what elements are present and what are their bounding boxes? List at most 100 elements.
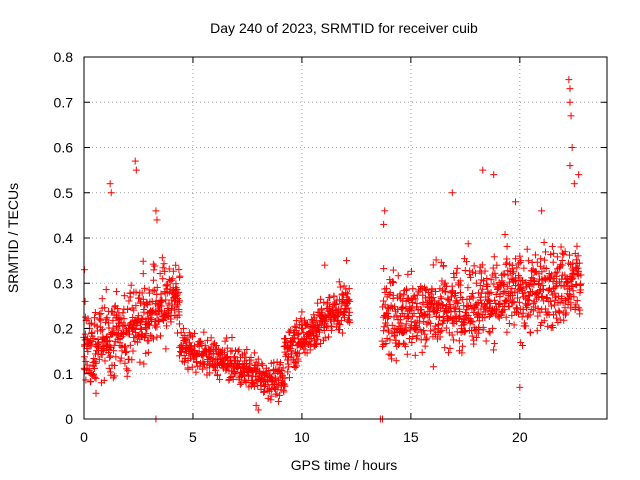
data-point — [235, 346, 243, 354]
data-point — [345, 285, 353, 293]
data-point — [104, 319, 112, 327]
data-point — [426, 319, 434, 327]
data-point — [103, 314, 111, 322]
data-point — [393, 312, 401, 320]
data-point — [493, 261, 501, 269]
data-point — [227, 359, 235, 367]
data-point — [509, 269, 517, 277]
data-point — [455, 337, 463, 345]
data-point — [149, 287, 157, 295]
data-point — [344, 297, 352, 305]
data-point — [542, 264, 550, 272]
data-point — [205, 353, 213, 361]
data-point — [109, 308, 117, 316]
data-point — [333, 313, 341, 321]
data-point — [332, 300, 340, 308]
data-point — [140, 360, 148, 368]
data-point — [483, 275, 491, 283]
data-point — [540, 317, 548, 325]
data-point — [476, 281, 484, 289]
data-point — [432, 256, 440, 264]
data-point — [511, 289, 519, 297]
data-point — [304, 321, 312, 329]
data-point — [408, 304, 416, 312]
data-point — [290, 334, 298, 342]
data-point — [492, 274, 500, 282]
data-point — [512, 255, 520, 263]
data-point — [576, 310, 584, 318]
data-point — [275, 391, 283, 399]
data-point — [496, 293, 504, 301]
data-point — [530, 277, 538, 285]
data-point — [145, 289, 153, 297]
data-point — [312, 316, 320, 324]
data-point — [221, 348, 229, 356]
data-point — [345, 312, 353, 320]
data-point — [438, 301, 446, 309]
data-point — [188, 363, 196, 371]
data-point — [566, 291, 574, 299]
data-point — [435, 299, 443, 307]
data-point — [153, 323, 161, 331]
data-point — [398, 304, 406, 312]
data-point — [207, 334, 215, 342]
data-point — [274, 398, 282, 406]
data-point — [486, 329, 494, 337]
data-point — [175, 305, 183, 313]
data-point — [250, 349, 258, 357]
data-point — [144, 348, 152, 356]
data-point — [394, 306, 402, 314]
x-tick-label: 15 — [403, 429, 419, 445]
data-point — [321, 334, 329, 342]
data-point — [106, 353, 114, 361]
data-point — [243, 345, 251, 353]
data-point — [459, 318, 467, 326]
data-point — [416, 313, 424, 321]
data-point — [111, 372, 119, 380]
y-tick-label: 0.7 — [54, 94, 74, 110]
data-point — [501, 231, 509, 239]
data-point — [438, 326, 446, 334]
data-point — [82, 376, 90, 384]
data-point — [410, 292, 418, 300]
data-point — [90, 354, 98, 362]
data-point — [106, 368, 114, 376]
data-point — [516, 259, 524, 267]
data-point — [140, 333, 148, 341]
data-point — [91, 309, 99, 317]
data-point — [323, 298, 331, 306]
data-point — [485, 290, 493, 298]
data-point — [456, 281, 464, 289]
data-point — [159, 264, 167, 272]
data-point — [458, 342, 466, 350]
data-point — [409, 285, 417, 293]
data-point — [158, 254, 166, 262]
data-point — [535, 279, 543, 287]
data-point — [285, 374, 293, 382]
data-point — [343, 257, 351, 265]
data-point — [510, 268, 518, 276]
data-point — [549, 258, 557, 266]
data-point — [511, 198, 519, 206]
data-point — [394, 272, 402, 280]
data-point — [565, 76, 573, 84]
data-point — [145, 337, 153, 345]
data-point — [144, 320, 152, 328]
data-point — [422, 336, 430, 344]
data-point — [560, 283, 568, 291]
data-point — [122, 343, 130, 351]
data-point — [389, 277, 397, 285]
data-point — [533, 258, 541, 266]
data-point — [132, 328, 140, 336]
data-point — [143, 325, 151, 333]
data-point — [395, 341, 403, 349]
data-point — [485, 327, 493, 335]
data-point — [132, 302, 140, 310]
data-point — [400, 291, 408, 299]
data-point — [463, 258, 471, 266]
data-point — [380, 323, 388, 331]
data-point — [118, 347, 126, 355]
data-point — [557, 243, 565, 251]
y-tick-label: 0.6 — [54, 140, 74, 156]
data-point — [577, 271, 585, 279]
